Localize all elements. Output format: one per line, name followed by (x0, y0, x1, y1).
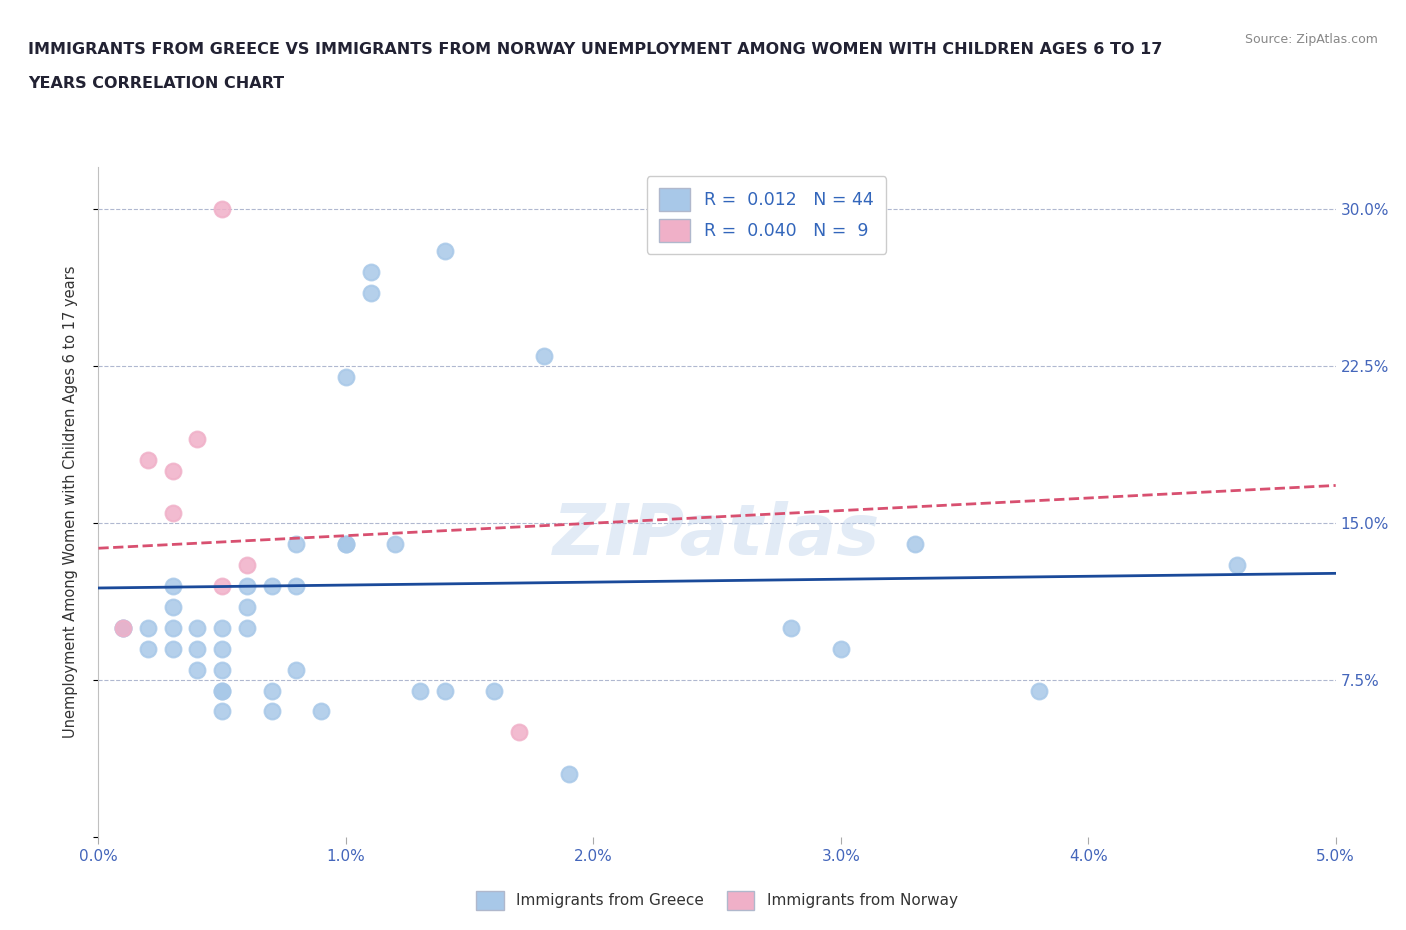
Point (904, 537, 927, 551)
Point (186, 432, 208, 447)
Point (533, 349, 555, 364)
Point (112, 620, 135, 635)
Point (433, 244, 456, 259)
Point (162, 642, 184, 657)
Text: Source: ZipAtlas.com: Source: ZipAtlas.com (1244, 33, 1378, 46)
Point (830, 642, 852, 657)
Point (186, 642, 208, 657)
Point (260, 704, 283, 719)
Point (236, 558, 259, 573)
Point (162, 505, 184, 520)
Point (162, 578, 184, 593)
Point (433, 683, 456, 698)
Text: IMMIGRANTS FROM GREECE VS IMMIGRANTS FROM NORWAY UNEMPLOYMENT AMONG WOMEN WITH C: IMMIGRANTS FROM GREECE VS IMMIGRANTS FRO… (28, 42, 1163, 57)
Point (335, 537, 357, 551)
Point (236, 578, 259, 593)
Point (384, 537, 406, 551)
Point (335, 369, 357, 384)
Point (136, 642, 159, 657)
Point (211, 620, 233, 635)
Point (285, 578, 308, 593)
Point (112, 620, 135, 635)
Point (309, 704, 332, 719)
Point (211, 704, 233, 719)
Point (162, 463, 184, 478)
Point (508, 725, 530, 740)
Point (211, 683, 233, 698)
Point (557, 766, 579, 781)
Point (136, 620, 159, 635)
Point (360, 265, 382, 280)
Point (780, 620, 803, 635)
Point (211, 662, 233, 677)
Point (162, 600, 184, 615)
Point (211, 202, 233, 217)
Point (260, 578, 283, 593)
Text: YEARS CORRELATION CHART: YEARS CORRELATION CHART (28, 76, 284, 91)
Point (211, 578, 233, 593)
Point (236, 600, 259, 615)
Point (211, 683, 233, 698)
Point (335, 537, 357, 551)
Point (484, 683, 506, 698)
Point (162, 620, 184, 635)
Y-axis label: Unemployment Among Women with Children Ages 6 to 17 years: Unemployment Among Women with Children A… (63, 266, 77, 738)
Point (211, 642, 233, 657)
Legend: Immigrants from Greece, Immigrants from Norway: Immigrants from Greece, Immigrants from … (471, 884, 963, 916)
Point (186, 662, 208, 677)
Point (285, 662, 308, 677)
Point (360, 286, 382, 300)
Text: ZIPatlas: ZIPatlas (554, 501, 880, 570)
Point (285, 537, 308, 551)
Point (136, 453, 159, 468)
Point (112, 620, 135, 635)
Point (1028, 683, 1050, 698)
Point (260, 683, 283, 698)
Point (236, 620, 259, 635)
Point (1226, 558, 1249, 573)
Point (186, 620, 208, 635)
Point (409, 683, 432, 698)
